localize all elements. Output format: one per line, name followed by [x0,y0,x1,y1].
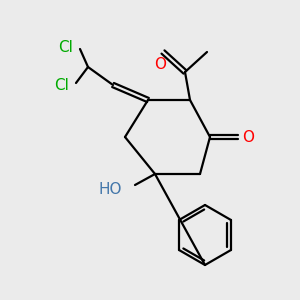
Text: Cl: Cl [58,40,74,55]
Text: HO: HO [98,182,122,197]
Text: Cl: Cl [55,77,69,92]
Text: O: O [242,130,254,145]
Text: O: O [154,57,166,72]
